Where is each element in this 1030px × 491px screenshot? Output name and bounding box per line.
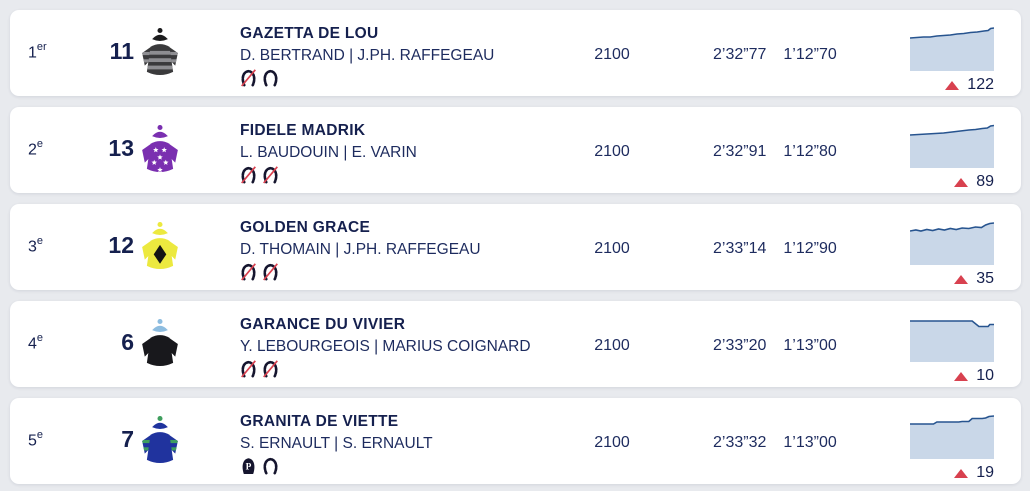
horse-name[interactable]: GARANCE DU VIVIER xyxy=(240,316,406,333)
horseshoe-crossed-icon xyxy=(240,358,257,384)
horseshoe-crossed-icon xyxy=(262,164,279,190)
horse-info: GAZETTA DE LOU D. BERTRAND | J.PH. RAFFE… xyxy=(240,25,494,91)
odds-sparkline xyxy=(910,414,994,459)
distance: 2100 xyxy=(594,434,630,451)
shoeing-icons: P xyxy=(240,457,433,479)
horse-number: 13 xyxy=(108,135,134,161)
distance: 2100 xyxy=(594,143,630,160)
horseshoe-crossed-icon xyxy=(262,358,279,384)
jockey-silk-icon xyxy=(139,412,181,470)
odds: 10 xyxy=(890,367,994,385)
svg-text:P: P xyxy=(246,462,252,472)
horseshoe-p-icon: P xyxy=(240,455,257,481)
shoeing-icons xyxy=(240,360,531,382)
driver-trainer: L. BAUDOUIN | E. VARIN xyxy=(240,144,417,161)
horse-number: 12 xyxy=(108,232,134,258)
odds-sparkline xyxy=(910,317,994,362)
shoeing-icons xyxy=(240,69,494,91)
result-row[interactable]: 2e 13 FIDELE MADRIK L. BAUDOUIN | E. VAR… xyxy=(10,107,1021,193)
driver-trainer: S. ERNAULT | S. ERNAULT xyxy=(240,435,433,452)
km-time: 1’12”70 xyxy=(783,46,837,63)
horseshoe-plain-icon xyxy=(262,455,279,481)
jockey-silk-icon xyxy=(139,315,181,373)
total-time: 2’33”14 xyxy=(713,240,767,257)
jockey-silk-icon xyxy=(139,24,181,82)
odds: 35 xyxy=(890,270,994,288)
odds-value: 10 xyxy=(976,367,994,384)
odds-value: 19 xyxy=(976,464,994,481)
race-times: 2’33”20 1’13”00 xyxy=(713,337,837,355)
trend-up-icon xyxy=(954,274,969,284)
km-time: 1’13”00 xyxy=(783,434,837,451)
km-time: 1’12”90 xyxy=(783,240,837,257)
distance: 2100 xyxy=(594,46,630,63)
horse-info: FIDELE MADRIK L. BAUDOUIN | E. VARIN xyxy=(240,122,417,188)
odds-value: 122 xyxy=(967,76,994,93)
driver-trainer: D. BERTRAND | J.PH. RAFFEGEAU xyxy=(240,47,495,64)
trend-up-icon xyxy=(954,177,969,187)
rank-label: 5e xyxy=(28,429,44,450)
horse-number: 6 xyxy=(121,329,134,355)
horseshoe-crossed-icon xyxy=(262,261,279,287)
horse-number: 7 xyxy=(121,426,134,452)
odds-sparkline xyxy=(910,26,994,71)
total-time: 2’32”77 xyxy=(713,46,767,63)
trend-up-icon xyxy=(954,371,969,381)
total-time: 2’33”20 xyxy=(713,337,767,354)
distance: 2100 xyxy=(594,337,630,354)
trend-up-icon xyxy=(954,468,969,478)
race-times: 2’32”91 1’12”80 xyxy=(713,143,837,161)
jockey-silk-icon xyxy=(139,121,181,179)
horseshoe-plain-icon xyxy=(262,67,279,93)
horse-number: 11 xyxy=(109,38,134,64)
horseshoe-crossed-icon xyxy=(240,67,257,93)
result-row[interactable]: 4e 6 GARANCE DU VIVIER Y. LEBOURGEOIS | … xyxy=(10,301,1021,387)
rank-label: 1er xyxy=(28,41,47,62)
odds: 19 xyxy=(890,464,994,482)
result-row[interactable]: 5e 7 GRANITA DE VIETTE S. ERNAULT | S. E… xyxy=(10,398,1021,484)
odds-sparkline xyxy=(910,123,994,168)
rank-label: 2e xyxy=(28,138,44,159)
total-time: 2’32”91 xyxy=(713,143,767,160)
horse-name[interactable]: GOLDEN GRACE xyxy=(240,219,371,236)
horse-name[interactable]: GAZETTA DE LOU xyxy=(240,25,379,42)
race-times: 2’32”77 1’12”70 xyxy=(713,46,837,64)
shoeing-icons xyxy=(240,263,481,285)
horseshoe-crossed-icon xyxy=(240,261,257,287)
horse-info: GRANITA DE VIETTE S. ERNAULT | S. ERNAUL… xyxy=(240,413,433,479)
horse-name[interactable]: GRANITA DE VIETTE xyxy=(240,413,399,430)
driver-trainer: Y. LEBOURGEOIS | MARIUS COIGNARD xyxy=(240,338,531,355)
horse-name[interactable]: FIDELE MADRIK xyxy=(240,122,366,139)
horse-info: GOLDEN GRACE D. THOMAIN | J.PH. RAFFEGEA… xyxy=(240,219,481,285)
distance: 2100 xyxy=(594,240,630,257)
driver-trainer: D. THOMAIN | J.PH. RAFFEGEAU xyxy=(240,241,481,258)
race-times: 2’33”32 1’13”00 xyxy=(713,434,837,452)
km-time: 1’13”00 xyxy=(783,337,837,354)
odds-value: 35 xyxy=(976,270,994,287)
shoeing-icons xyxy=(240,166,417,188)
jockey-silk-icon xyxy=(139,218,181,276)
horseshoe-crossed-icon xyxy=(240,164,257,190)
odds: 122 xyxy=(890,76,994,94)
result-row[interactable]: 1er 11 GAZETTA DE LOU D. BERTRAND | J.PH… xyxy=(10,10,1021,96)
trend-up-icon xyxy=(945,80,960,90)
result-row[interactable]: 3e 12 GOLDEN GRACE D. THOMAIN | J.PH. RA… xyxy=(10,204,1021,290)
odds-value: 89 xyxy=(976,173,994,190)
odds: 89 xyxy=(890,173,994,191)
rank-label: 4e xyxy=(28,332,44,353)
rank-label: 3e xyxy=(28,235,44,256)
horse-info: GARANCE DU VIVIER Y. LEBOURGEOIS | MARIU… xyxy=(240,316,531,382)
race-times: 2’33”14 1’12”90 xyxy=(713,240,837,258)
odds-sparkline xyxy=(910,220,994,265)
total-time: 2’33”32 xyxy=(713,434,767,451)
km-time: 1’12”80 xyxy=(783,143,837,160)
